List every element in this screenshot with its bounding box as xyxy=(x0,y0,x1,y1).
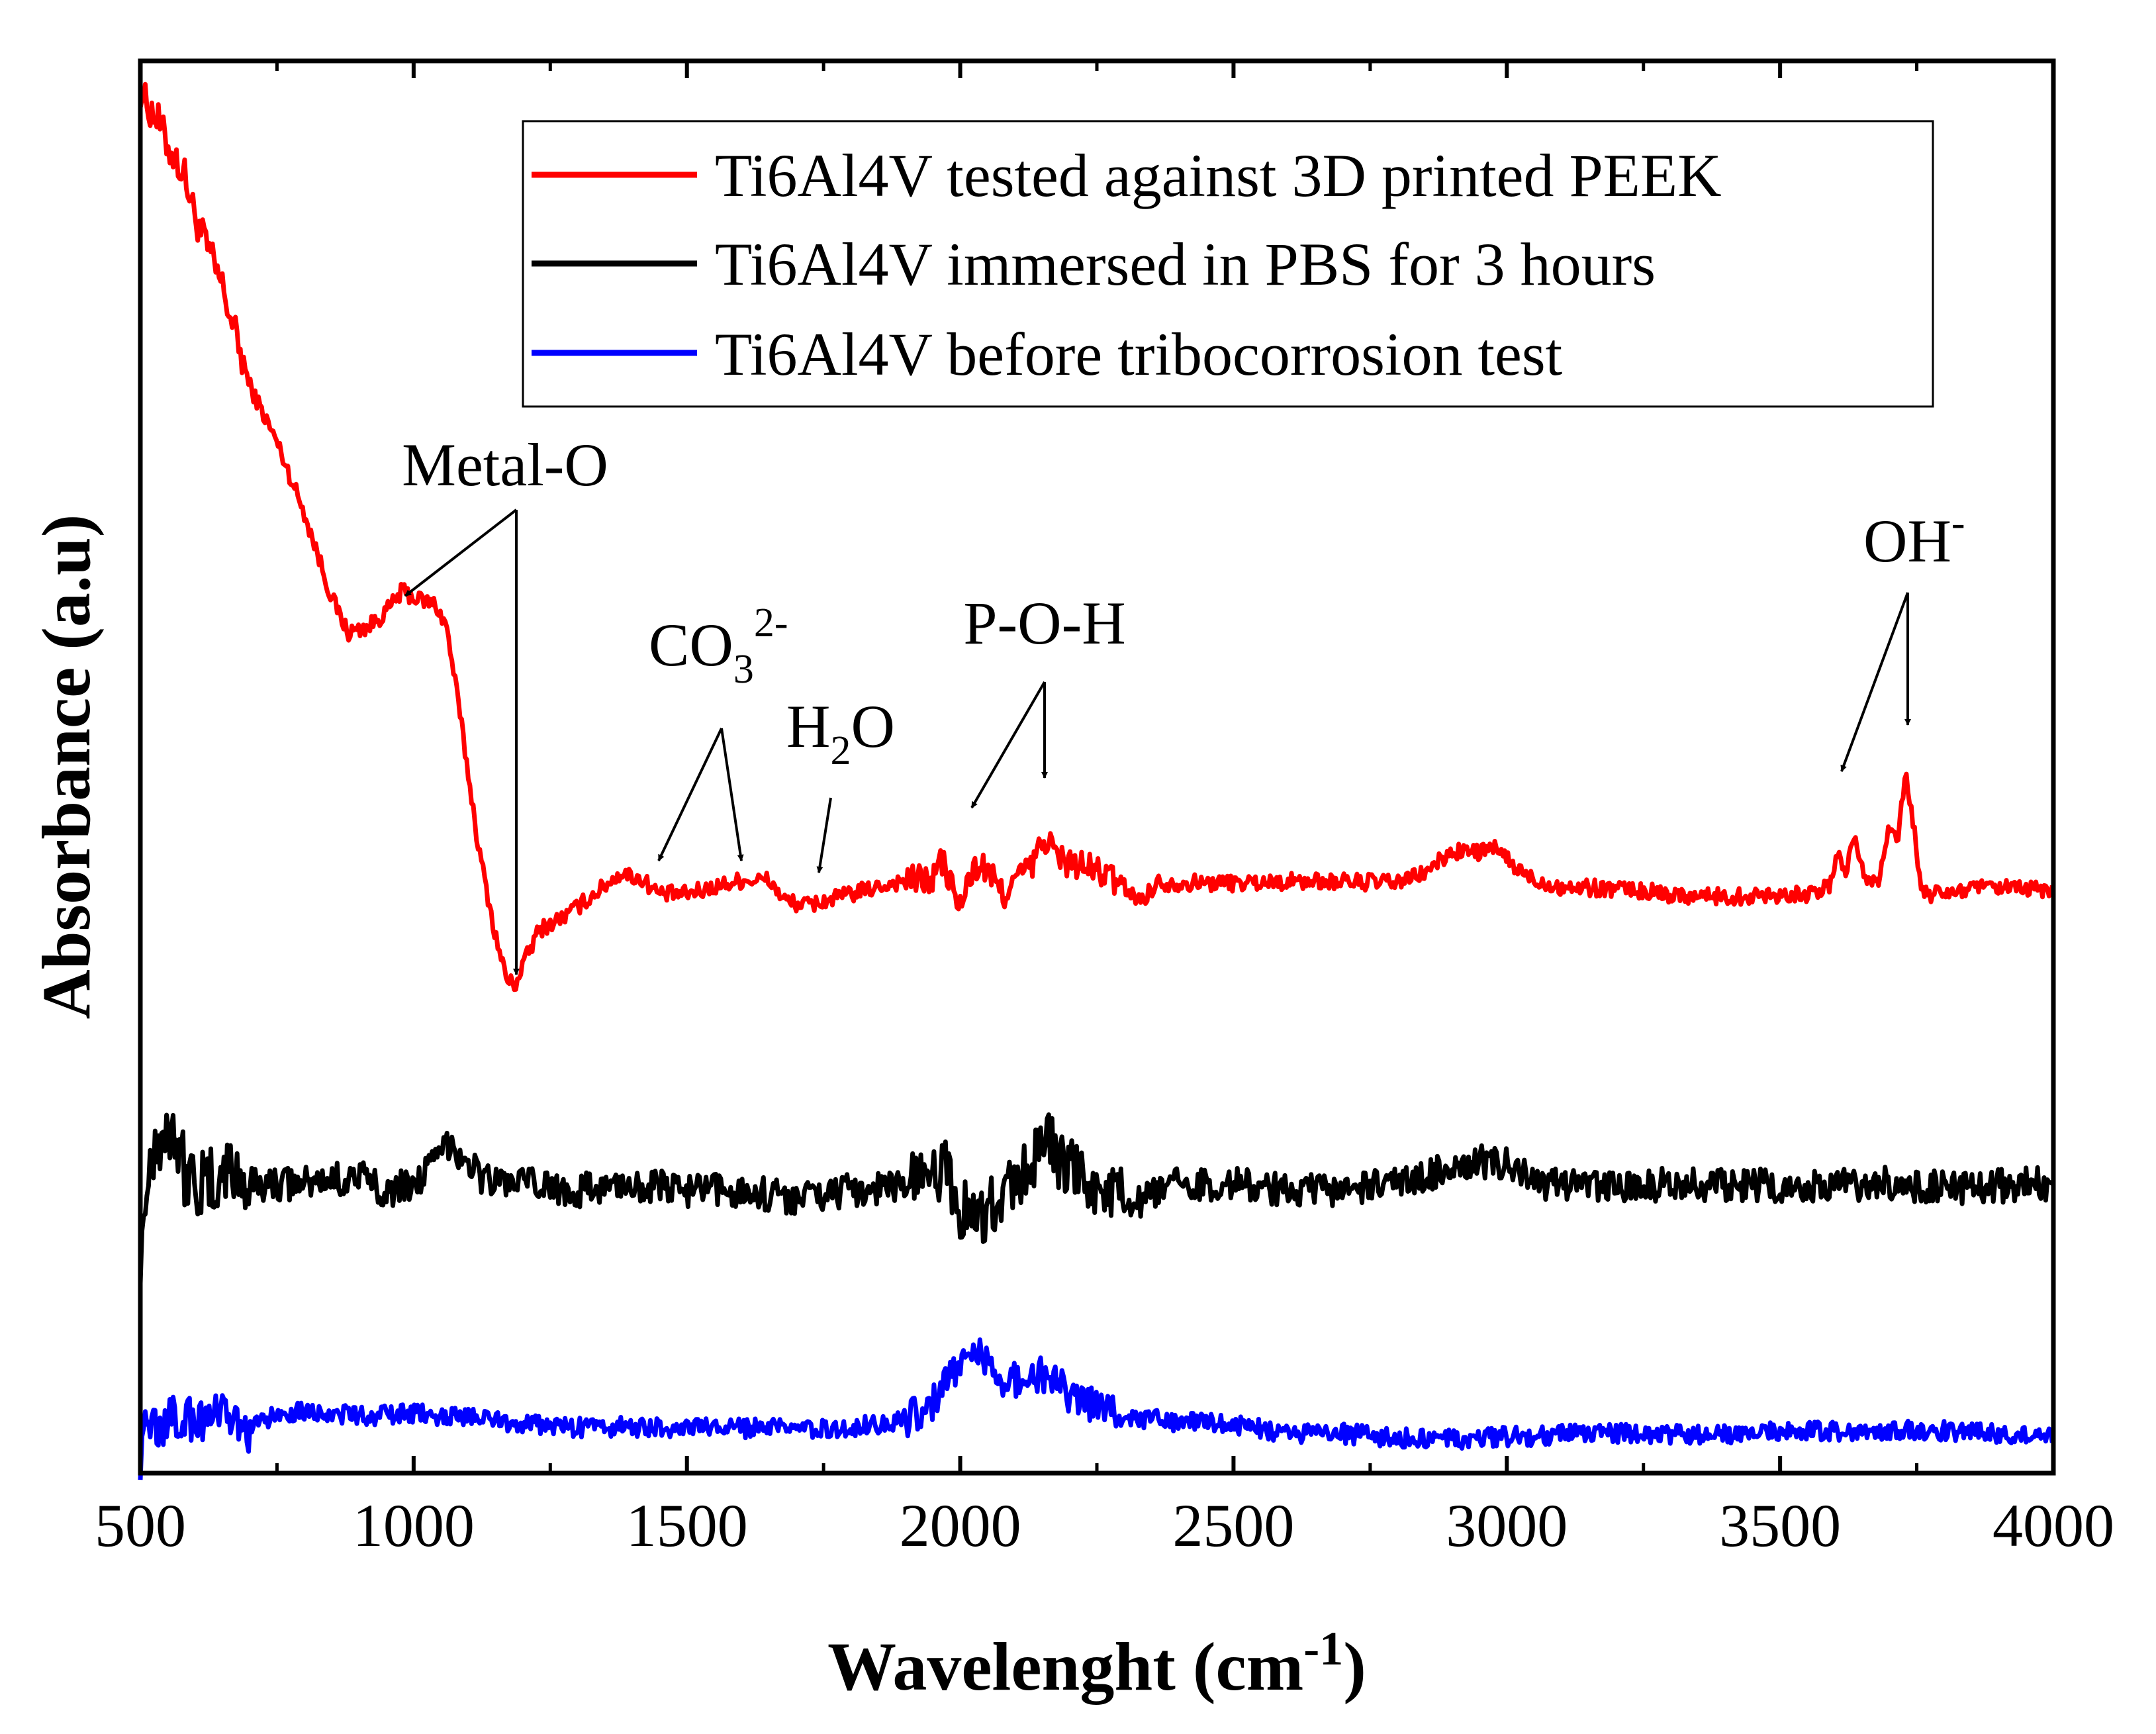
x-axis-title-main: Wavelenght (cm xyxy=(827,1629,1303,1705)
annotation-oh-main: OH xyxy=(1863,507,1951,575)
annotation-metal-o: Metal-O xyxy=(402,431,608,499)
series-line-1 xyxy=(138,1112,2054,1284)
x-tick-label: 3500 xyxy=(1719,1492,1841,1559)
arrow-h2o xyxy=(816,797,832,873)
x-tick-label: 3000 xyxy=(1446,1492,1568,1559)
arrow-oh-1 xyxy=(1840,592,1909,772)
legend: Ti6Al4V tested against 3D printed PEEK T… xyxy=(522,120,1934,408)
annotation-co3-sup: 2- xyxy=(754,601,788,646)
x-tick-label: 2000 xyxy=(900,1492,1021,1559)
annotation-oh: OH- xyxy=(1863,501,1965,575)
arrow-metal-o-1 xyxy=(404,508,518,597)
annotation-p-o-h: P-O-H xyxy=(963,589,1125,657)
series-line-0 xyxy=(138,81,2055,992)
arrow-p-o-h-1 xyxy=(970,681,1046,809)
x-tick-label: 500 xyxy=(95,1492,186,1559)
annotation-co3-main: CO xyxy=(649,611,733,679)
legend-label-pbs: Ti6Al4V immersed in PBS for 3 hours xyxy=(715,230,1656,298)
annotation-oh-sup: - xyxy=(1951,501,1965,546)
x-tick-label: 4000 xyxy=(1992,1492,2114,1559)
annotation-co3-sub: 3 xyxy=(733,647,754,692)
x-axis-title: Wavelenght (cm-1) xyxy=(827,1622,1366,1705)
legend-box xyxy=(522,120,1934,408)
annotation-h2o-main: H xyxy=(786,693,830,760)
x-axis-title-close: ) xyxy=(1343,1629,1366,1705)
ticks-layer: 500 1000 1500 2000 2500 3000 3500 4000 xyxy=(95,61,2114,1559)
annotation-h2o-sub: 2 xyxy=(830,728,851,773)
arrow-co3-2 xyxy=(720,728,744,861)
x-tick-label: 2500 xyxy=(1172,1492,1294,1559)
x-tick-label: 1000 xyxy=(353,1492,475,1559)
legend-label-peek: Ti6Al4V tested against 3D printed PEEK xyxy=(715,142,1722,209)
annotation-h2o: H2O xyxy=(786,693,895,773)
annotation-co3: CO32- xyxy=(649,601,788,692)
y-axis-title: Absorbance (a.u) xyxy=(28,514,105,1020)
series-line-2 xyxy=(138,1337,2055,1480)
legend-label-before: Ti6Al4V before tribocorrosion test xyxy=(715,320,1563,388)
arrow-co3-1 xyxy=(657,728,723,861)
annotations: Metal-O CO32- H2O P-O-H OH- xyxy=(402,431,1965,975)
x-tick-label: 1500 xyxy=(626,1492,748,1559)
annotation-h2o-tail: O xyxy=(851,693,894,760)
series-layer xyxy=(138,81,2055,1480)
x-axis-title-sup: -1 xyxy=(1303,1622,1343,1675)
